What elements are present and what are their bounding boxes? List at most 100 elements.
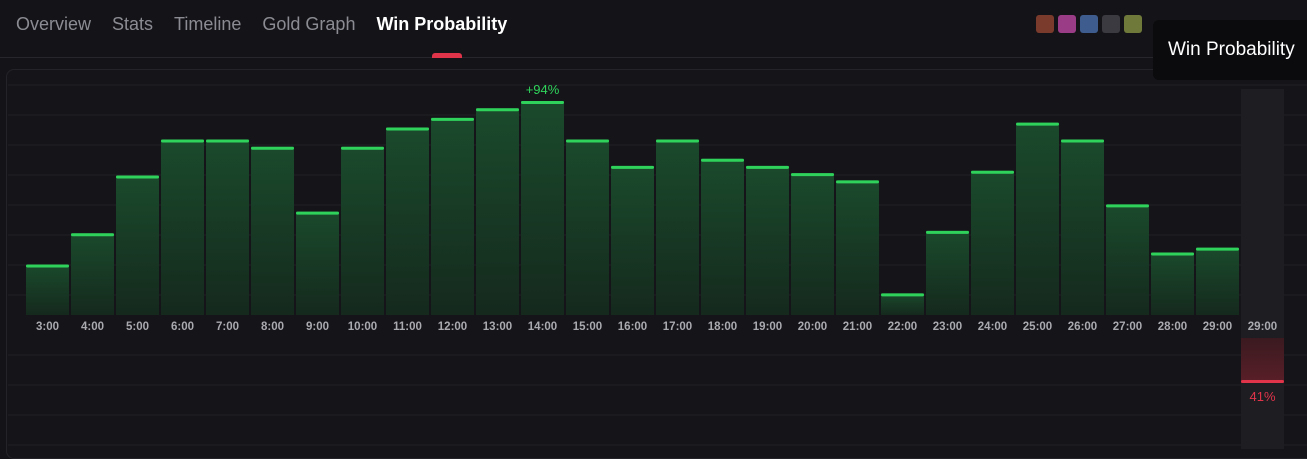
bar — [746, 165, 789, 315]
x-tick-label: 16:00 — [618, 321, 647, 333]
bar-cap — [1151, 252, 1194, 256]
bar — [836, 180, 879, 315]
bar — [26, 264, 69, 315]
bar-cap — [116, 175, 159, 179]
x-tick-label: 27:00 — [1113, 321, 1142, 333]
bar — [431, 117, 474, 315]
x-tick-label: 6:00 — [171, 321, 194, 333]
x-tick-label: 7:00 — [216, 321, 239, 333]
bar-cap — [836, 180, 879, 184]
x-tick-label: 20:00 — [798, 321, 827, 333]
x-tick-label: 9:00 — [306, 321, 329, 333]
bar-cap — [746, 165, 789, 169]
bar-cap — [71, 233, 114, 237]
bar-cap — [1106, 204, 1149, 208]
bar — [1151, 252, 1194, 315]
bar — [1241, 338, 1284, 383]
x-tick-label: 25:00 — [1023, 321, 1052, 333]
champion-icons — [1036, 15, 1142, 33]
bar-cap — [296, 211, 339, 215]
bar — [476, 108, 519, 315]
bar-cap — [1196, 247, 1239, 251]
bar-cap — [386, 127, 429, 131]
bar-cap — [476, 108, 519, 112]
champion-icon-3[interactable] — [1080, 15, 1098, 33]
tab-stats[interactable]: Stats — [112, 14, 154, 34]
tooltip: Win Probability — [1153, 20, 1307, 80]
tab-gold-graph[interactable]: Gold Graph — [262, 14, 356, 34]
tab-overview[interactable]: Overview — [16, 14, 92, 34]
x-tick-label: 17:00 — [663, 321, 692, 333]
bar-cap — [881, 293, 924, 297]
x-tick-label: 14:00 — [528, 321, 557, 333]
bar-cap — [431, 117, 474, 121]
x-tick-label: 21:00 — [843, 321, 872, 333]
bar — [296, 211, 339, 315]
bar — [881, 293, 924, 315]
champion-icon-1[interactable] — [1036, 15, 1054, 33]
x-tick-label: 22:00 — [888, 321, 917, 333]
bar — [341, 146, 384, 315]
x-tick-label: 11:00 — [393, 321, 422, 333]
bar-cap — [251, 146, 294, 150]
bar — [1106, 204, 1149, 315]
bar-cap — [926, 230, 969, 234]
x-tick-label: 4:00 — [81, 321, 104, 333]
bar — [251, 146, 294, 315]
tooltip-text: Win Probability — [1168, 39, 1295, 60]
bar — [1016, 122, 1059, 315]
bar — [791, 173, 834, 315]
x-tick-label: 5:00 — [126, 321, 149, 333]
bar-cap — [611, 165, 654, 169]
bar — [71, 233, 114, 315]
tab-bar: Overview Stats Timeline Gold Graph Win P… — [16, 12, 507, 36]
bar — [701, 158, 744, 315]
bar — [1061, 139, 1104, 315]
x-tick-label: 26:00 — [1068, 321, 1097, 333]
x-tick-label: 15:00 — [573, 321, 602, 333]
x-tick-label: 10:00 — [348, 321, 377, 333]
bar — [116, 175, 159, 315]
bar-cap — [1241, 380, 1284, 383]
bar — [656, 139, 699, 315]
x-tick-label: 24:00 — [978, 321, 1007, 333]
bar — [926, 230, 969, 315]
tab-timeline[interactable]: Timeline — [174, 14, 242, 34]
bar — [971, 170, 1014, 315]
bar-cap — [971, 170, 1014, 174]
x-tick-label: 28:00 — [1158, 321, 1187, 333]
active-tab-indicator — [432, 53, 462, 58]
top-navigation: Overview Stats Timeline Gold Graph Win P… — [0, 0, 1307, 58]
x-tick-label: 3:00 — [36, 321, 59, 333]
champion-icon-2[interactable] — [1058, 15, 1076, 33]
x-tick-label: 29:00 — [1203, 321, 1232, 333]
bar-cap — [791, 173, 834, 177]
x-tick-label: 19:00 — [753, 321, 782, 333]
x-tick-label: 18:00 — [708, 321, 737, 333]
bar-cap — [656, 139, 699, 143]
x-tick-label: 13:00 — [483, 321, 512, 333]
bar-cap — [1061, 139, 1104, 143]
bar — [566, 139, 609, 315]
x-tick-label: 29:00 — [1248, 321, 1277, 333]
bar-cap — [521, 101, 564, 105]
win-probability-chart: 3:00 4:00 5:00 6:00 7:00 8:00 9:00 10:00 11:00 12… — [8, 82, 1307, 449]
data-label: 41% — [1249, 389, 1275, 404]
bar-cap — [701, 158, 744, 162]
champion-icon-5[interactable] — [1124, 15, 1142, 33]
bar — [206, 139, 249, 315]
bar — [386, 127, 429, 316]
bar — [161, 139, 204, 315]
x-tick-label: 12:00 — [438, 321, 467, 333]
bar-cap — [26, 264, 69, 268]
bar — [521, 101, 564, 316]
x-tick-label: 8:00 — [261, 321, 284, 333]
bar-cap — [566, 139, 609, 143]
hover-highlight — [1241, 89, 1284, 449]
champion-icon-4[interactable] — [1102, 15, 1120, 33]
bar — [611, 165, 654, 315]
bar-cap — [341, 146, 384, 150]
data-label: +94% — [526, 82, 560, 97]
tab-win-probability[interactable]: Win Probability — [376, 14, 508, 34]
bar-cap — [1016, 122, 1059, 126]
